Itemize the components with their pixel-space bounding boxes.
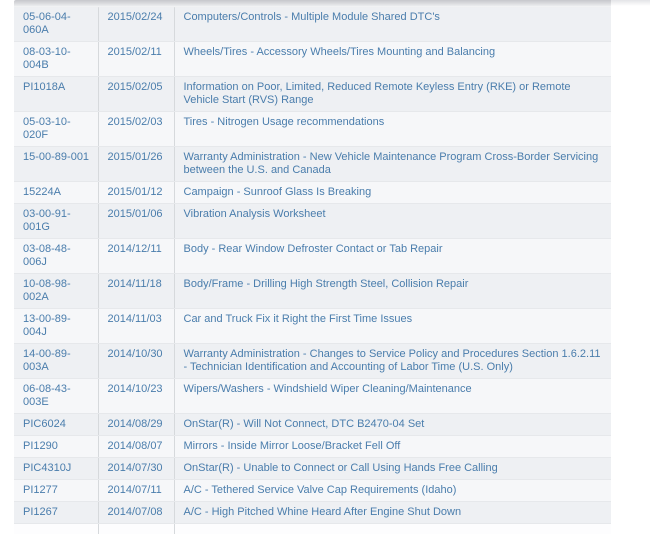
bulletin-date-link[interactable]: 2014/07/30	[98, 458, 174, 480]
bulletin-number-link[interactable]: PI1290	[14, 436, 98, 458]
table-row[interactable]: PI1277 2014/07/11 A/C - Tethered Service…	[14, 480, 611, 502]
bulletin-number-link[interactable]: 06-08-43-003E	[14, 379, 98, 414]
bulletin-date-link[interactable]: 2015/02/03	[98, 112, 174, 147]
bulletin-description-link[interactable]: A/C - Tethered Service Valve Cap Require…	[174, 480, 611, 502]
table-row[interactable]: 05-03-10-020F 2015/02/03 Tires - Nitroge…	[14, 112, 611, 147]
table-row[interactable]: PIC6024 2014/08/29 OnStar(R) - Will Not …	[14, 414, 611, 436]
table-row[interactable]: PI1267 2014/07/08 A/C - High Pitched Whi…	[14, 502, 611, 524]
bulletin-number-link[interactable]: 15224A	[14, 182, 98, 204]
bulletin-description-link[interactable]: Computers/Controls - Multiple Module Sha…	[174, 7, 611, 42]
table-row[interactable]: 05-06-04-060A 2015/02/24 Computers/Contr…	[14, 7, 611, 42]
tsb-table: 05-06-04-060A 2015/02/24 Computers/Contr…	[14, 7, 611, 534]
table-row[interactable]: 10-08-98-002A 2014/11/18 Body/Frame - Dr…	[14, 274, 611, 309]
bulletin-number-link[interactable]: 05-03-10-020F	[14, 112, 98, 147]
bulletin-number-link[interactable]: 03-00-91-001G	[14, 204, 98, 239]
bulletin-description-link[interactable]: Vibration Analysis Worksheet	[174, 204, 611, 239]
bulletin-date-link[interactable]: 2015/02/24	[98, 7, 174, 42]
bulletin-description-link[interactable]: A/C - High Pitched Whine Heard After Eng…	[174, 502, 611, 524]
bulletin-number-link[interactable]: 10-08-98-002A	[14, 274, 98, 309]
bulletin-number-link[interactable]: PIC6024	[14, 414, 98, 436]
bulletin-number-link[interactable]	[14, 524, 98, 534]
bulletin-number-link[interactable]: 13-00-89-004J	[14, 309, 98, 344]
bulletin-description-link[interactable]: Mirrors - Inside Mirror Loose/Bracket Fe…	[174, 436, 611, 458]
bulletin-date-link[interactable]: 2014/11/03	[98, 309, 174, 344]
bulletin-date-link[interactable]: 2015/02/11	[98, 42, 174, 77]
bulletin-number-link[interactable]: PI1267	[14, 502, 98, 524]
table-row[interactable]: PI1018A 2015/02/05 Information on Poor, …	[14, 77, 611, 112]
bulletin-date-link[interactable]: 2014/12/11	[98, 239, 174, 274]
bulletin-description-link[interactable]: Campaign - Sunroof Glass Is Breaking	[174, 182, 611, 204]
bulletin-description-link[interactable]: Warranty Administration - New Vehicle Ma…	[174, 147, 611, 182]
bulletin-date-link[interactable]: 2014/10/30	[98, 344, 174, 379]
table-row[interactable]: 08-03-10-004B 2015/02/11 Wheels/Tires - …	[14, 42, 611, 77]
bulletin-description-link[interactable]: Body/Frame - Drilling High Strength Stee…	[174, 274, 611, 309]
bulletin-description-link[interactable]: Warranty Administration - Changes to Ser…	[174, 344, 611, 379]
bulletin-description-link[interactable]: Body - Rear Window Defroster Contact or …	[174, 239, 611, 274]
bulletin-number-link[interactable]: PIC4310J	[14, 458, 98, 480]
table-row[interactable]: PI1290 2014/08/07 Mirrors - Inside Mirro…	[14, 436, 611, 458]
bulletin-date-link[interactable]: 2014/07/08	[98, 502, 174, 524]
table-row[interactable]: 14-00-89-003A 2014/10/30 Warranty Admini…	[14, 344, 611, 379]
bulletin-date-link[interactable]: 2014/10/23	[98, 379, 174, 414]
tsb-table-body: 05-06-04-060A 2015/02/24 Computers/Contr…	[14, 7, 611, 534]
table-row[interactable]: 15-00-89-001 2015/01/26 Warranty Adminis…	[14, 147, 611, 182]
top-shadow	[14, 0, 611, 8]
table-row[interactable]: 03-08-48-006J 2014/12/11 Body - Rear Win…	[14, 239, 611, 274]
bulletin-description-link[interactable]: Wheels/Tires - Accessory Wheels/Tires Mo…	[174, 42, 611, 77]
bulletin-number-link[interactable]: PI1018A	[14, 77, 98, 112]
bulletin-description-link[interactable]	[174, 524, 611, 534]
bulletin-number-link[interactable]: 15-00-89-001	[14, 147, 98, 182]
table-row[interactable]: 03-00-91-001G 2015/01/06 Vibration Analy…	[14, 204, 611, 239]
bulletin-description-link[interactable]: Tires - Nitrogen Usage recommendations	[174, 112, 611, 147]
bulletin-number-link[interactable]: 03-08-48-006J	[14, 239, 98, 274]
bulletin-description-link[interactable]: OnStar(R) - Will Not Connect, DTC B2470-…	[174, 414, 611, 436]
bulletin-description-link[interactable]: Car and Truck Fix it Right the First Tim…	[174, 309, 611, 344]
table-row[interactable]: 13-00-89-004J 2014/11/03 Car and Truck F…	[14, 309, 611, 344]
bulletin-description-link[interactable]: Wipers/Washers - Windshield Wiper Cleani…	[174, 379, 611, 414]
bulletin-date-link[interactable]: 2014/11/18	[98, 274, 174, 309]
bulletin-date-link[interactable]: 2014/07/11	[98, 480, 174, 502]
bulletin-description-link[interactable]: Information on Poor, Limited, Reduced Re…	[174, 77, 611, 112]
bulletin-date-link[interactable]: 2015/01/06	[98, 204, 174, 239]
table-row[interactable]: 15224A 2015/01/12 Campaign - Sunroof Gla…	[14, 182, 611, 204]
bulletin-number-link[interactable]: 08-03-10-004B	[14, 42, 98, 77]
bulletin-number-link[interactable]: 05-06-04-060A	[14, 7, 98, 42]
bulletin-date-link[interactable]: 2014/08/07	[98, 436, 174, 458]
bulletin-date-link[interactable]	[98, 524, 174, 534]
bulletin-description-link[interactable]: OnStar(R) - Unable to Connect or Call Us…	[174, 458, 611, 480]
bulletin-date-link[interactable]: 2015/01/26	[98, 147, 174, 182]
bulletin-number-link[interactable]: PI1277	[14, 480, 98, 502]
bulletin-date-link[interactable]: 2015/01/12	[98, 182, 174, 204]
tsb-list-page: 05-06-04-060A 2015/02/24 Computers/Contr…	[0, 0, 650, 415]
top-shadow-right	[611, 0, 650, 6]
table-row[interactable]: 06-08-43-003E 2014/10/23 Wipers/Washers …	[14, 379, 611, 414]
bulletin-date-link[interactable]: 2015/02/05	[98, 77, 174, 112]
table-row[interactable]: PIC4310J 2014/07/30 OnStar(R) - Unable t…	[14, 458, 611, 480]
bulletin-date-link[interactable]: 2014/08/29	[98, 414, 174, 436]
bulletin-number-link[interactable]: 14-00-89-003A	[14, 344, 98, 379]
partial-table-row[interactable]	[14, 524, 611, 534]
